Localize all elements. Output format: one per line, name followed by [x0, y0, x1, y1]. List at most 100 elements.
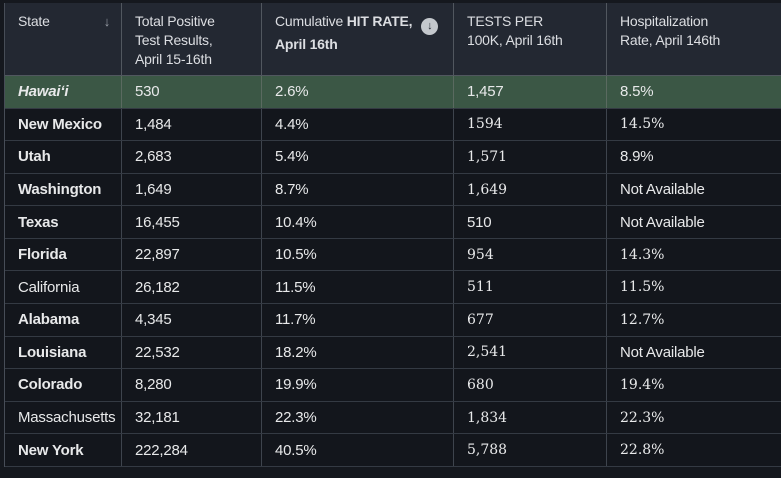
cell-state: New York [5, 434, 122, 466]
cell-hit_rate: 22.3% [262, 401, 454, 434]
table-row-alabama[interactable]: Alabama 4,345 11.7% 677 12.7% [5, 304, 781, 337]
header-text-segment: April 16th [275, 36, 338, 52]
cell-total_positive: 26,182 [122, 271, 262, 304]
cell-hit_rate: 10.4% [262, 206, 454, 238]
cell-total_positive: 22,897 [122, 238, 262, 271]
column-header-label: Total Positive Test Results, April 15-16th [135, 12, 253, 69]
column-header-hit_rate[interactable]: Cumulative HIT RATE, ↓ April 16th [262, 3, 454, 75]
header-text-segment: Hospitalization [620, 13, 709, 29]
cell-tests_per_100k: 1594 [454, 108, 607, 141]
cell-total_positive: 1,484 [122, 108, 262, 141]
cell-tests_per_100k: 5,788 [454, 434, 607, 466]
column-header-state[interactable]: State ↓ [5, 3, 122, 75]
header-text-segment: HIT RATE, [346, 13, 413, 29]
cell-hospitalization_rate: Not Available [620, 343, 705, 361]
cell-hospitalization_rate: 12.7% [620, 311, 665, 328]
cell-tests_per_100k: 954 [454, 238, 607, 271]
table-row-hawai-i[interactable]: Hawaiʻi 530 2.6% 1,457 8.5% [5, 76, 781, 109]
table-row-colorado[interactable]: Colorado 8,280 19.9% 680 19.4% [5, 369, 781, 402]
table-row-massachusetts[interactable]: Massachusetts 32,181 22.3% 1,834 22.3% [5, 401, 781, 435]
state-testing-table: State ↓ Total Positive Test Results, April 1… [4, 3, 781, 467]
table-row-new-mexico[interactable]: New Mexico 1,484 4.4% 1594 14.5% [5, 108, 781, 142]
cell-hospitalization_rate: 19.4% [620, 376, 665, 393]
header-text-segment: Cumulative [275, 13, 347, 29]
table-row-texas[interactable]: Texas 16,455 10.4% 510 Not Available [5, 206, 781, 239]
table-row-california[interactable]: California 26,182 11.5% 511 11.5% [5, 271, 781, 305]
column-header-total_positive[interactable]: Total Positive Test Results, April 15-16th [122, 3, 262, 75]
cell-total_positive: 2,683 [122, 141, 262, 173]
column-header-label: Cumulative HIT RATE, ↓ April 16th [275, 12, 445, 54]
column-header-label: Hospitalization Rate, April 146th [620, 12, 774, 50]
header-text-segment: TESTS PER [467, 13, 543, 29]
cell-hit_rate: 40.5% [262, 434, 454, 466]
cell-total_positive: 1,649 [122, 173, 262, 206]
cell-total_positive: 222,284 [122, 434, 262, 466]
cell-total_positive: 4,345 [122, 304, 262, 336]
header-text-segment: Total Positive [135, 13, 215, 29]
cell-hospitalization_rate: 22.3% [620, 409, 665, 426]
table-body: Hawaiʻi 530 2.6% 1,457 8.5% New Mexico 1,484 4.… [5, 76, 781, 467]
cell-state: Louisiana [5, 336, 122, 369]
cell-tests_per_100k: 680 [454, 369, 607, 401]
cell-tests_per_100k: 677 [454, 304, 607, 336]
column-header-label: State [18, 12, 50, 31]
cell-hospitalization_rate: Not Available [620, 181, 705, 199]
cell-state: Washington [5, 173, 122, 206]
cell-hit_rate: 2.6% [262, 76, 454, 108]
header-text-segment: Rate, April 146th [620, 32, 721, 48]
cell-hit_rate: 18.2% [262, 336, 454, 369]
table-row-utah[interactable]: Utah 2,683 5.4% 1,571 8.9% [5, 141, 781, 174]
cell-hospitalization_rate: 8.9% [620, 148, 654, 166]
cell-total_positive: 16,455 [122, 206, 262, 238]
cell-tests_per_100k: 510 [454, 206, 607, 238]
cell-hospitalization_rate: 22.8% [620, 442, 665, 459]
cell-hit_rate: 8.7% [262, 173, 454, 206]
cell-hit_rate: 19.9% [262, 369, 454, 401]
cell-hospitalization_rate: Not Available [620, 213, 705, 231]
sort-descending-icon[interactable]: ↓ [103, 14, 111, 29]
cell-tests_per_100k: 1,571 [454, 141, 607, 173]
cell-hit_rate: 10.5% [262, 238, 454, 271]
cell-hit_rate: 11.7% [262, 304, 454, 336]
cell-hit_rate: 4.4% [262, 108, 454, 141]
cell-tests_per_100k: 1,457 [454, 76, 607, 108]
column-header-tests_per_100k[interactable]: TESTS PER 100K, April 16th [454, 3, 607, 75]
cell-total_positive: 22,532 [122, 336, 262, 369]
column-header-hospitalization_rate[interactable]: Hospitalization Rate, April 146th [607, 3, 781, 75]
cell-total_positive: 32,181 [122, 401, 262, 434]
cell-state: Texas [5, 206, 122, 238]
cell-hospitalization_rate: 8.5% [620, 83, 654, 101]
column-header-label: TESTS PER 100K, April 16th [467, 12, 598, 50]
table-row-florida[interactable]: Florida 22,897 10.5% 954 14.3% [5, 238, 781, 272]
cell-tests_per_100k: 1,834 [454, 401, 607, 434]
cell-tests_per_100k: 511 [454, 271, 607, 304]
cell-hit_rate: 5.4% [262, 141, 454, 173]
cell-state: California [5, 271, 122, 304]
cell-hospitalization_rate: 14.5% [620, 116, 665, 133]
cell-hospitalization_rate: 11.5% [620, 279, 665, 296]
table-row-louisiana[interactable]: Louisiana 22,532 18.2% 2,541 Not Available [5, 336, 781, 370]
circle-arrow-down-icon[interactable]: ↓ [421, 18, 439, 35]
header-text-segment: State [18, 13, 50, 29]
cell-tests_per_100k: 1,649 [454, 173, 607, 206]
table-header: State ↓ Total Positive Test Results, April 1… [5, 3, 781, 76]
cell-state: Utah [5, 141, 122, 173]
cell-state: Massachusetts [5, 401, 122, 434]
cell-hit_rate: 11.5% [262, 271, 454, 304]
header-text-segment: 100K, April 16th [467, 32, 563, 48]
cell-total_positive: 530 [122, 76, 262, 108]
cell-state: Colorado [5, 369, 122, 401]
cell-total_positive: 8,280 [122, 369, 262, 401]
cell-state: New Mexico [5, 108, 122, 141]
cell-state: Hawaiʻi [5, 76, 122, 108]
cell-hospitalization_rate: 14.3% [620, 246, 665, 263]
cell-state: Alabama [5, 304, 122, 336]
table-row-new-york[interactable]: New York 222,284 40.5% 5,788 22.8% [5, 434, 781, 467]
table-header-row: State ↓ Total Positive Test Results, April 1… [5, 3, 781, 76]
header-text-segment: April 15-16th [135, 51, 212, 67]
cell-state: Florida [5, 238, 122, 271]
header-text-segment: Test Results, [135, 32, 213, 48]
cell-tests_per_100k: 2,541 [454, 336, 607, 369]
table-row-washington[interactable]: Washington 1,649 8.7% 1,649 Not Available [5, 173, 781, 207]
